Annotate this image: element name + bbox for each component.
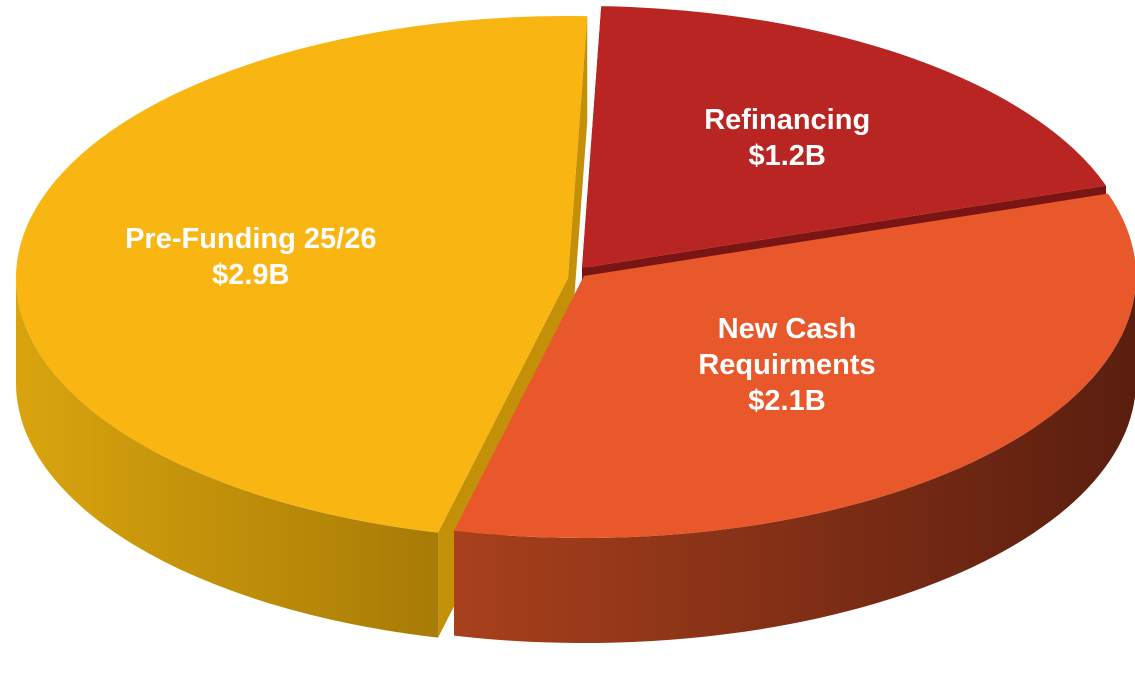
slice: [582, 6, 1107, 268]
slice-name: New Cash Requirments: [698, 312, 876, 381]
slice-label: Pre-Funding 25/26 $2.9B: [81, 221, 421, 293]
slice-value: $1.2B: [748, 139, 826, 172]
slice-name: Refinancing: [704, 103, 871, 136]
slice-label: New Cash Requirments $2.1B: [667, 311, 907, 419]
slice-wall: [454, 291, 1135, 643]
slice-face: [568, 16, 588, 383]
slice: [16, 16, 588, 533]
slice-value: $2.1B: [748, 384, 826, 417]
slice-value: $2.9B: [212, 259, 290, 292]
slice: [454, 193, 1135, 538]
slice-wall: [16, 278, 439, 638]
slice-name: Pre-Funding 25/26: [125, 223, 377, 256]
slice-label: Refinancing $1.2B: [617, 102, 957, 174]
